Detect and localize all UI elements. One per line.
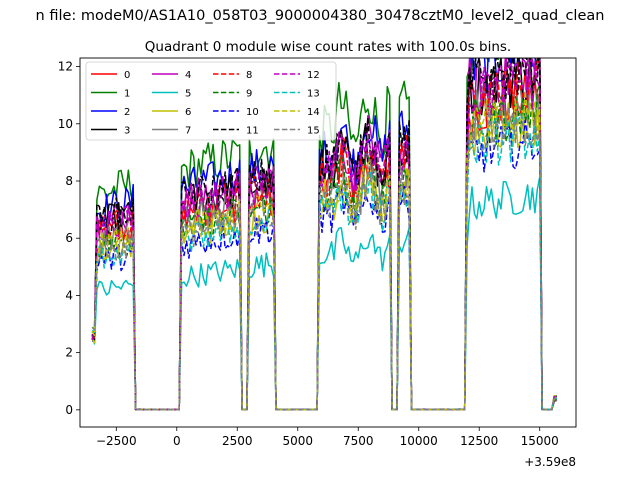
x-tick-label: −2500 bbox=[96, 434, 137, 448]
x-tick-label: 7500 bbox=[343, 434, 374, 448]
y-tick-label: 6 bbox=[65, 231, 73, 245]
y-tick-label: 8 bbox=[65, 174, 73, 188]
legend-label-13: 13 bbox=[307, 89, 320, 100]
legend-label-8: 8 bbox=[246, 70, 252, 81]
legend-label-6: 6 bbox=[185, 107, 191, 118]
legend-label-3: 3 bbox=[124, 126, 130, 137]
x-tick-label: 2500 bbox=[222, 434, 253, 448]
series-line-10 bbox=[91, 119, 557, 411]
x-axis: −2500 0 2500 5000 7500 10000 12500 15000 bbox=[96, 427, 559, 448]
x-tick-label: 15000 bbox=[521, 434, 559, 448]
axes-frame bbox=[79, 57, 577, 428]
legend-label-2: 2 bbox=[124, 107, 130, 118]
y-tick-label: 10 bbox=[58, 117, 73, 131]
legend-label-0: 0 bbox=[124, 70, 130, 81]
series-line-15 bbox=[91, 102, 557, 411]
legend-label-4: 4 bbox=[185, 70, 191, 81]
legend-label-7: 7 bbox=[185, 126, 191, 137]
x-tick-label: 5000 bbox=[282, 434, 313, 448]
legend-label-15: 15 bbox=[307, 126, 320, 137]
legend-label-12: 12 bbox=[307, 70, 320, 81]
series-layer bbox=[91, 58, 558, 411]
y-tick-label: 12 bbox=[58, 60, 73, 74]
x-tick-label: 0 bbox=[173, 434, 181, 448]
legend-label-11: 11 bbox=[246, 126, 259, 137]
legend-label-10: 10 bbox=[246, 107, 259, 118]
y-tick-label: 4 bbox=[65, 288, 73, 302]
legend-label-14: 14 bbox=[307, 107, 320, 118]
legend-label-5: 5 bbox=[185, 89, 191, 100]
legend-box bbox=[85, 61, 337, 141]
legend-label-1: 1 bbox=[124, 89, 130, 100]
x-tick-label: 10000 bbox=[400, 434, 438, 448]
y-tick-label: 2 bbox=[65, 346, 73, 360]
chart-title: Quadrant 0 module wise count rates with … bbox=[145, 39, 511, 55]
figure-suptitle: n file: modeM0/AS1A10_058T03_9000004380_… bbox=[36, 8, 605, 24]
y-axis: 0 2 4 6 8 10 12 bbox=[58, 60, 80, 417]
x-axis-offset-label: +3.59e8 bbox=[524, 455, 576, 469]
plot-area: −2500 0 2500 5000 7500 10000 12500 15000 0 2 4 6 8 1… bbox=[58, 57, 577, 469]
legend-label-9: 9 bbox=[246, 89, 252, 100]
y-tick-label: 0 bbox=[65, 403, 73, 417]
x-tick-label: 12500 bbox=[460, 434, 498, 448]
